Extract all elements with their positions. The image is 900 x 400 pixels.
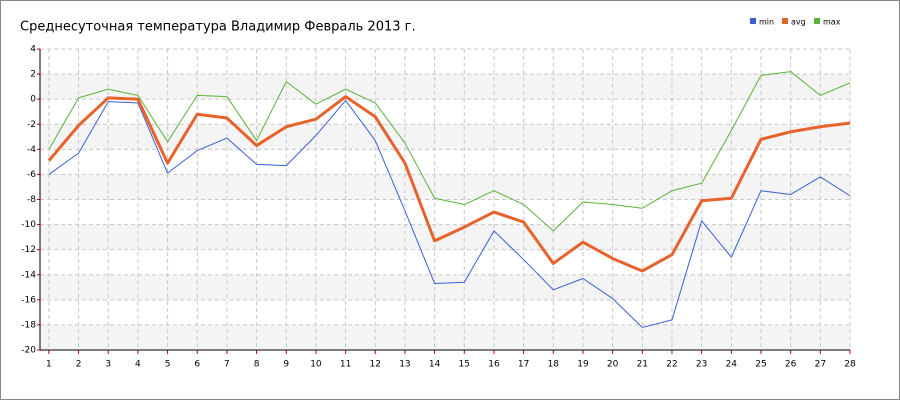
chart-title: Среднесуточная температура Владимир Февр…: [20, 20, 416, 35]
plot-band: [40, 74, 850, 100]
y-tick-label: -6: [27, 170, 36, 180]
y-tick-label: -10: [21, 220, 36, 230]
x-tick-label: 28: [844, 360, 856, 370]
legend-swatch: [814, 18, 820, 24]
x-tick-label: 26: [785, 360, 797, 370]
x-tick-label: 14: [429, 360, 441, 370]
x-tick-label: 16: [488, 360, 500, 370]
y-tick-label: -8: [27, 195, 36, 205]
x-tick-label: 23: [696, 360, 707, 370]
x-tick-label: 9: [283, 360, 289, 370]
legend-label: min: [759, 18, 774, 27]
y-tick-label: 2: [30, 70, 36, 80]
x-tick-label: 24: [726, 360, 738, 370]
y-tick-label: 0: [30, 95, 36, 105]
y-tick-label: -4: [27, 145, 36, 155]
x-tick-label: 11: [340, 360, 351, 370]
legend-swatch: [750, 18, 756, 24]
x-tick-label: 4: [135, 360, 141, 370]
x-tick-label: 3: [105, 360, 111, 370]
legend-label: avg: [791, 18, 806, 27]
y-tick-label: 4: [30, 45, 36, 55]
x-tick-label: 27: [815, 360, 826, 370]
y-tick-label: -16: [21, 295, 36, 305]
legend-label: max: [823, 18, 841, 27]
x-tick-label: 19: [577, 360, 589, 370]
plot-band: [40, 174, 850, 200]
x-tick-label: 15: [459, 360, 470, 370]
x-tick-label: 10: [310, 360, 322, 370]
y-tick-label: -20: [21, 346, 36, 356]
x-tick-label: 7: [224, 360, 230, 370]
y-tick-label: -12: [21, 245, 36, 255]
plot-band: [40, 274, 850, 300]
y-tick-label: -14: [21, 270, 36, 280]
x-tick-label: 21: [637, 360, 648, 370]
plot-band: [40, 124, 850, 150]
x-tick-label: 1: [46, 360, 52, 370]
x-tick-label: 17: [518, 360, 529, 370]
x-tick-label: 20: [607, 360, 619, 370]
x-tick-label: 25: [755, 360, 766, 370]
x-tick-label: 18: [548, 360, 560, 370]
x-tick-label: 13: [399, 360, 410, 370]
series-line: [48, 71, 851, 232]
series-line: [47, 95, 851, 273]
y-tick-label: -2: [27, 120, 36, 130]
x-tick-label: 8: [254, 360, 260, 370]
series-line: [48, 99, 851, 328]
legend-swatch: [782, 18, 788, 24]
x-tick-label: 2: [76, 360, 82, 370]
y-tick-label: -18: [21, 320, 36, 330]
x-tick-label: 22: [666, 360, 677, 370]
plot-band: [40, 324, 850, 350]
x-tick-label: 12: [370, 360, 381, 370]
x-tick-label: 6: [194, 360, 200, 370]
x-tick-label: 5: [165, 360, 171, 370]
